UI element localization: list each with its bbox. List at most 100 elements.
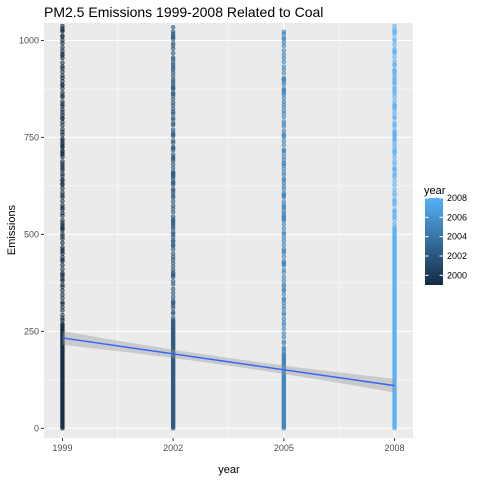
- data-point: [281, 29, 287, 35]
- data-point: [392, 221, 397, 227]
- data-point: [281, 48, 287, 53]
- data-point: [281, 258, 287, 264]
- data-point: [281, 52, 287, 57]
- data-point: [170, 290, 176, 296]
- data-point: [60, 159, 65, 164]
- data-point: [60, 231, 65, 237]
- legend-title: year: [424, 185, 446, 197]
- data-point: [281, 274, 287, 280]
- data-point: [392, 67, 397, 73]
- data-point: [392, 197, 397, 202]
- legend-colorbar: [425, 198, 443, 285]
- data-point: [60, 73, 65, 78]
- legend-label: 2000: [447, 270, 467, 280]
- y-axis: 0 250 500 750 1000: [19, 35, 44, 433]
- data-point: [281, 138, 287, 144]
- data-point: [170, 55, 176, 60]
- trend-line: [62, 337, 395, 387]
- data-point: [60, 240, 65, 246]
- data-point: [170, 214, 176, 219]
- data-point: [281, 142, 287, 148]
- data-points: [60, 23, 397, 431]
- y-tick-label: 750: [24, 132, 39, 142]
- data-point: [281, 345, 287, 350]
- trend-line-group: [62, 330, 395, 393]
- data-point: [170, 29, 176, 34]
- data-point: [392, 127, 397, 133]
- data-point: [281, 71, 287, 76]
- data-point: [170, 286, 176, 292]
- data-point: [281, 226, 287, 231]
- data-point: [281, 64, 287, 69]
- data-point: [170, 199, 176, 204]
- data-point: [60, 99, 65, 104]
- data-point: [60, 299, 65, 305]
- data-point: [281, 326, 287, 332]
- x-tick-label: 1999: [52, 443, 72, 453]
- legend: year 2000 2002 2004 2006 2008: [424, 185, 467, 285]
- data-point: [392, 54, 397, 60]
- data-point: [170, 115, 176, 121]
- data-point: [60, 127, 65, 132]
- data-point: [281, 59, 287, 65]
- legend-ticks: 2000 2002 2004 2006 2008: [425, 193, 467, 280]
- data-point: [281, 199, 287, 204]
- data-point: [170, 169, 176, 174]
- data-point: [60, 292, 65, 297]
- data-point: [392, 165, 397, 171]
- data-point: [392, 36, 397, 42]
- data-point: [60, 33, 65, 38]
- data-point: [170, 186, 176, 192]
- data-point: [392, 85, 397, 90]
- data-point: [170, 294, 176, 300]
- x-tick-label: 2005: [274, 443, 294, 453]
- data-point: [281, 128, 287, 134]
- data-point: [281, 119, 287, 124]
- data-point: [392, 120, 397, 125]
- data-point: [60, 270, 65, 276]
- data-point: [392, 182, 397, 188]
- data-point: [60, 190, 65, 195]
- data-point: [60, 210, 65, 216]
- data-point: [60, 203, 65, 208]
- data-point: [60, 218, 65, 223]
- legend-label: 2004: [447, 232, 467, 242]
- legend-label: 2002: [447, 251, 467, 261]
- data-point: [281, 267, 287, 272]
- data-point: [281, 254, 287, 260]
- data-point: [170, 309, 176, 315]
- y-tick-label: 1000: [19, 35, 39, 45]
- data-point: [392, 59, 397, 64]
- data-point: [281, 230, 287, 235]
- data-point: [281, 282, 287, 287]
- legend-label: 2006: [447, 212, 467, 222]
- data-point: [392, 178, 397, 184]
- data-point: [60, 136, 65, 141]
- data-point: [281, 292, 287, 297]
- data-point: [392, 207, 397, 213]
- data-point: [170, 138, 176, 143]
- data-point: [281, 310, 287, 316]
- data-point: [170, 203, 176, 208]
- y-tick-label: 250: [24, 326, 39, 336]
- data-point: [392, 159, 397, 164]
- data-point: [170, 24, 176, 30]
- data-point: [281, 154, 287, 160]
- data-point: [392, 42, 397, 48]
- data-point: [392, 23, 397, 29]
- data-point: [170, 279, 176, 284]
- data-point: [60, 64, 65, 69]
- data-point: [60, 60, 65, 65]
- data-point: [281, 331, 287, 336]
- legend-label: 2008: [447, 193, 467, 203]
- data-point: [170, 152, 176, 157]
- data-point: [281, 75, 287, 81]
- data-point: [281, 86, 287, 92]
- data-point: [60, 198, 65, 204]
- data-point: [60, 45, 65, 50]
- data-point: [170, 251, 176, 257]
- data-point: [170, 41, 176, 46]
- data-point: [281, 296, 287, 301]
- y-tick-label: 500: [24, 229, 39, 239]
